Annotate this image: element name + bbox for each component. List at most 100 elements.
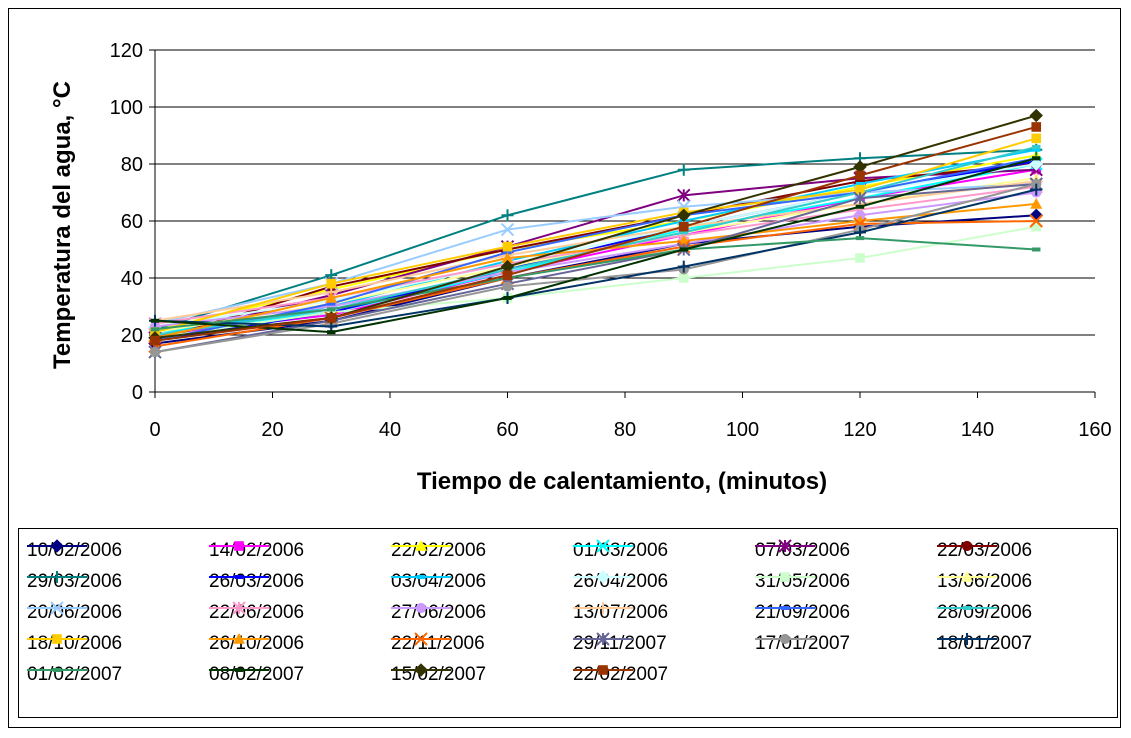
series-27/06/2006 xyxy=(149,187,1042,332)
data-point xyxy=(855,253,865,263)
chart-area xyxy=(8,8,1121,728)
data-point xyxy=(502,270,513,280)
data-point xyxy=(678,273,689,283)
legend-swatch xyxy=(209,601,269,615)
x-tick-label: 40 xyxy=(379,419,401,441)
x-tick-label: 160 xyxy=(1078,419,1111,441)
data-point xyxy=(326,278,337,289)
legend-item: 22/03/2006 xyxy=(935,536,1117,566)
legend-item: 01/03/2006 xyxy=(571,536,753,566)
y-tick-label: 100 xyxy=(110,97,143,119)
data-point xyxy=(855,170,865,181)
legend-item: 21/09/2006 xyxy=(753,598,935,628)
data-point xyxy=(1030,183,1043,196)
y-tick-label: 120 xyxy=(110,40,143,62)
series-line xyxy=(154,188,1037,328)
data-point xyxy=(1029,214,1043,228)
data-point xyxy=(855,204,865,209)
legend-item: 31/05/2006 xyxy=(753,567,935,597)
data-point xyxy=(1032,147,1041,152)
data-point xyxy=(502,241,513,252)
legend-swatch xyxy=(391,602,451,614)
data-point xyxy=(853,191,867,205)
y-tick-label: 0 xyxy=(132,382,143,404)
legend-swatch xyxy=(755,633,815,645)
data-point xyxy=(1031,133,1042,144)
series-line xyxy=(154,137,1037,334)
legend-item: 18/01/2007 xyxy=(935,629,1117,659)
legend-item: 07/03/2006 xyxy=(753,536,935,566)
series-line xyxy=(154,157,1037,342)
legend-swatch xyxy=(755,539,815,553)
series-group xyxy=(148,108,1043,359)
data-point xyxy=(1032,247,1041,252)
series-line xyxy=(154,185,1037,325)
data-point xyxy=(677,188,691,203)
legend-swatch xyxy=(209,541,269,551)
y-tick-label: 20 xyxy=(121,325,143,347)
series-line xyxy=(154,237,1037,331)
data-point xyxy=(327,330,336,335)
legend-item: 14/02/2006 xyxy=(207,536,389,566)
legend-item: 29/03/2006 xyxy=(25,567,207,597)
legend-swatch xyxy=(27,571,87,583)
data-point xyxy=(325,291,338,303)
legend-item: 15/02/2007 xyxy=(389,660,571,690)
legend-item: 10/02/2006 xyxy=(25,536,207,566)
legend-item: 26/03/2006 xyxy=(207,567,389,597)
data-point xyxy=(855,184,865,195)
series-line xyxy=(154,125,1037,342)
y-axis-title: Temperatura del agua, °C xyxy=(49,81,76,369)
data-point xyxy=(855,181,865,186)
legend-swatch xyxy=(937,571,997,582)
legend-item: 13/06/2006 xyxy=(935,567,1117,597)
data-point xyxy=(677,260,690,273)
data-point xyxy=(327,307,336,312)
legend: 10/02/2006 14/02/2006 22/02/2006 01/03/2006… xyxy=(18,528,1118,718)
legend-swatch xyxy=(391,663,451,677)
data-point xyxy=(678,221,689,232)
x-axis-title: Tiempo de calentamiento, (minutos) xyxy=(417,468,827,495)
legend-item: 26/04/2006 xyxy=(571,567,753,597)
data-point xyxy=(150,335,160,346)
series-line xyxy=(154,157,1037,334)
legend-swatch xyxy=(573,539,633,553)
x-tick-label: 60 xyxy=(496,419,518,441)
series-line xyxy=(154,182,1037,354)
legend-item: 26/10/2006 xyxy=(207,629,389,659)
legend-swatch xyxy=(27,634,87,644)
legend-item: 22/02/2007 xyxy=(571,660,753,690)
data-point xyxy=(1031,221,1042,232)
x-tick-label: 80 xyxy=(614,419,636,441)
y-tick-labels: 0 20 40 60 80 100 120 xyxy=(110,40,143,404)
legend-item: 08/02/2007 xyxy=(207,660,389,690)
series-line xyxy=(154,163,1037,328)
x-tick-label: 100 xyxy=(726,419,759,441)
data-point xyxy=(1032,156,1041,161)
x-tick-label: 120 xyxy=(843,419,876,441)
data-point xyxy=(503,295,512,300)
data-point xyxy=(679,247,688,252)
data-point xyxy=(1032,144,1041,149)
legend-swatch xyxy=(391,540,451,551)
data-point xyxy=(149,347,161,358)
data-point xyxy=(326,313,337,323)
data-point xyxy=(677,163,690,176)
legend-swatch xyxy=(27,668,87,672)
x-tick-label: 20 xyxy=(261,419,283,441)
data-point xyxy=(150,327,160,332)
legend-swatch xyxy=(937,606,997,610)
data-point xyxy=(502,281,513,292)
legend-item: 18/10/2006 xyxy=(25,629,207,659)
legend-swatch xyxy=(937,633,997,645)
x-tick-label: 0 xyxy=(149,419,160,441)
legend-item: 13/07/2006 xyxy=(571,598,753,628)
data-point xyxy=(150,318,160,323)
data-point xyxy=(1029,208,1043,223)
data-point xyxy=(501,252,514,263)
y-tick-label: 40 xyxy=(121,268,143,290)
legend-swatch xyxy=(937,540,997,552)
legend-swatch xyxy=(573,632,633,646)
legend-item: 22/06/2006 xyxy=(207,598,389,628)
